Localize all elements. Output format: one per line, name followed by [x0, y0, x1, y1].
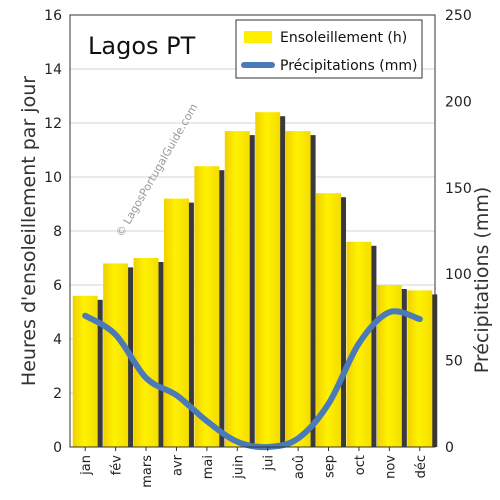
legend-swatch-sunshine — [244, 31, 272, 43]
left-tick-label: 12 — [44, 116, 62, 132]
right-tick-label: 100 — [445, 267, 472, 283]
sunshine-bar — [133, 258, 159, 447]
x-tick-label: juin — [231, 455, 246, 480]
left-axis-title: Heures d'ensoleillement par jour — [18, 76, 40, 386]
right-tick-label: 50 — [445, 354, 463, 370]
left-tick-label: 14 — [44, 62, 62, 78]
x-tick-label: jui — [262, 455, 277, 471]
left-tick-label: 2 — [53, 386, 62, 402]
legend-box — [235, 19, 423, 79]
sunshine-bar — [224, 131, 250, 447]
x-tick-label: mai — [201, 455, 216, 479]
legend: Ensoleillement (h) Précipitations (mm) — [235, 19, 423, 79]
left-tick-label: 16 — [44, 8, 62, 24]
legend-label-sunshine: Ensoleillement (h) — [280, 30, 407, 46]
right-tick-label: 150 — [445, 181, 472, 197]
left-tick-label: 8 — [53, 224, 62, 240]
left-tick-label: 10 — [44, 170, 62, 186]
plot-frame — [69, 14, 436, 448]
right-tick-label: 250 — [445, 8, 472, 24]
sunshine-bars — [72, 112, 438, 447]
x-tick-label: nov — [383, 455, 398, 479]
legend-label-precipitation: Précipitations (mm) — [280, 58, 417, 74]
chart-title: Lagos PT — [88, 32, 196, 60]
sunshine-bar — [163, 198, 189, 447]
x-tick-label: sep — [323, 455, 338, 478]
right-axis-ticks: 0 50 100 150 200 250 — [445, 8, 472, 456]
left-tick-label: 6 — [53, 278, 62, 294]
sunshine-bar — [103, 263, 129, 447]
sunshine-bar — [194, 166, 220, 447]
left-tick-label: 4 — [53, 332, 62, 348]
x-tick-label: aoû — [292, 455, 307, 479]
sunshine-bar — [285, 131, 311, 447]
precipitation-line — [82, 308, 423, 451]
x-tick-label: mars — [140, 455, 155, 488]
x-tick-label: déc — [414, 455, 429, 478]
left-axis-ticks: 0 2 4 6 8 10 12 14 16 — [44, 8, 62, 456]
right-axis-title: Précipitations (mm) — [471, 187, 493, 374]
x-tick-label: fév — [110, 455, 125, 476]
x-axis-ticks: jan fév mars avr mai juin jui aoû sep oct nov déc — [79, 447, 429, 488]
sunshine-bar — [255, 112, 281, 447]
right-tick-label: 200 — [445, 94, 472, 110]
x-tick-label: avr — [170, 454, 185, 476]
right-tick-label: 0 — [445, 440, 454, 456]
x-tick-label: oct — [353, 455, 368, 475]
x-tick-label: jan — [79, 455, 94, 476]
left-tick-label: 0 — [53, 440, 62, 456]
